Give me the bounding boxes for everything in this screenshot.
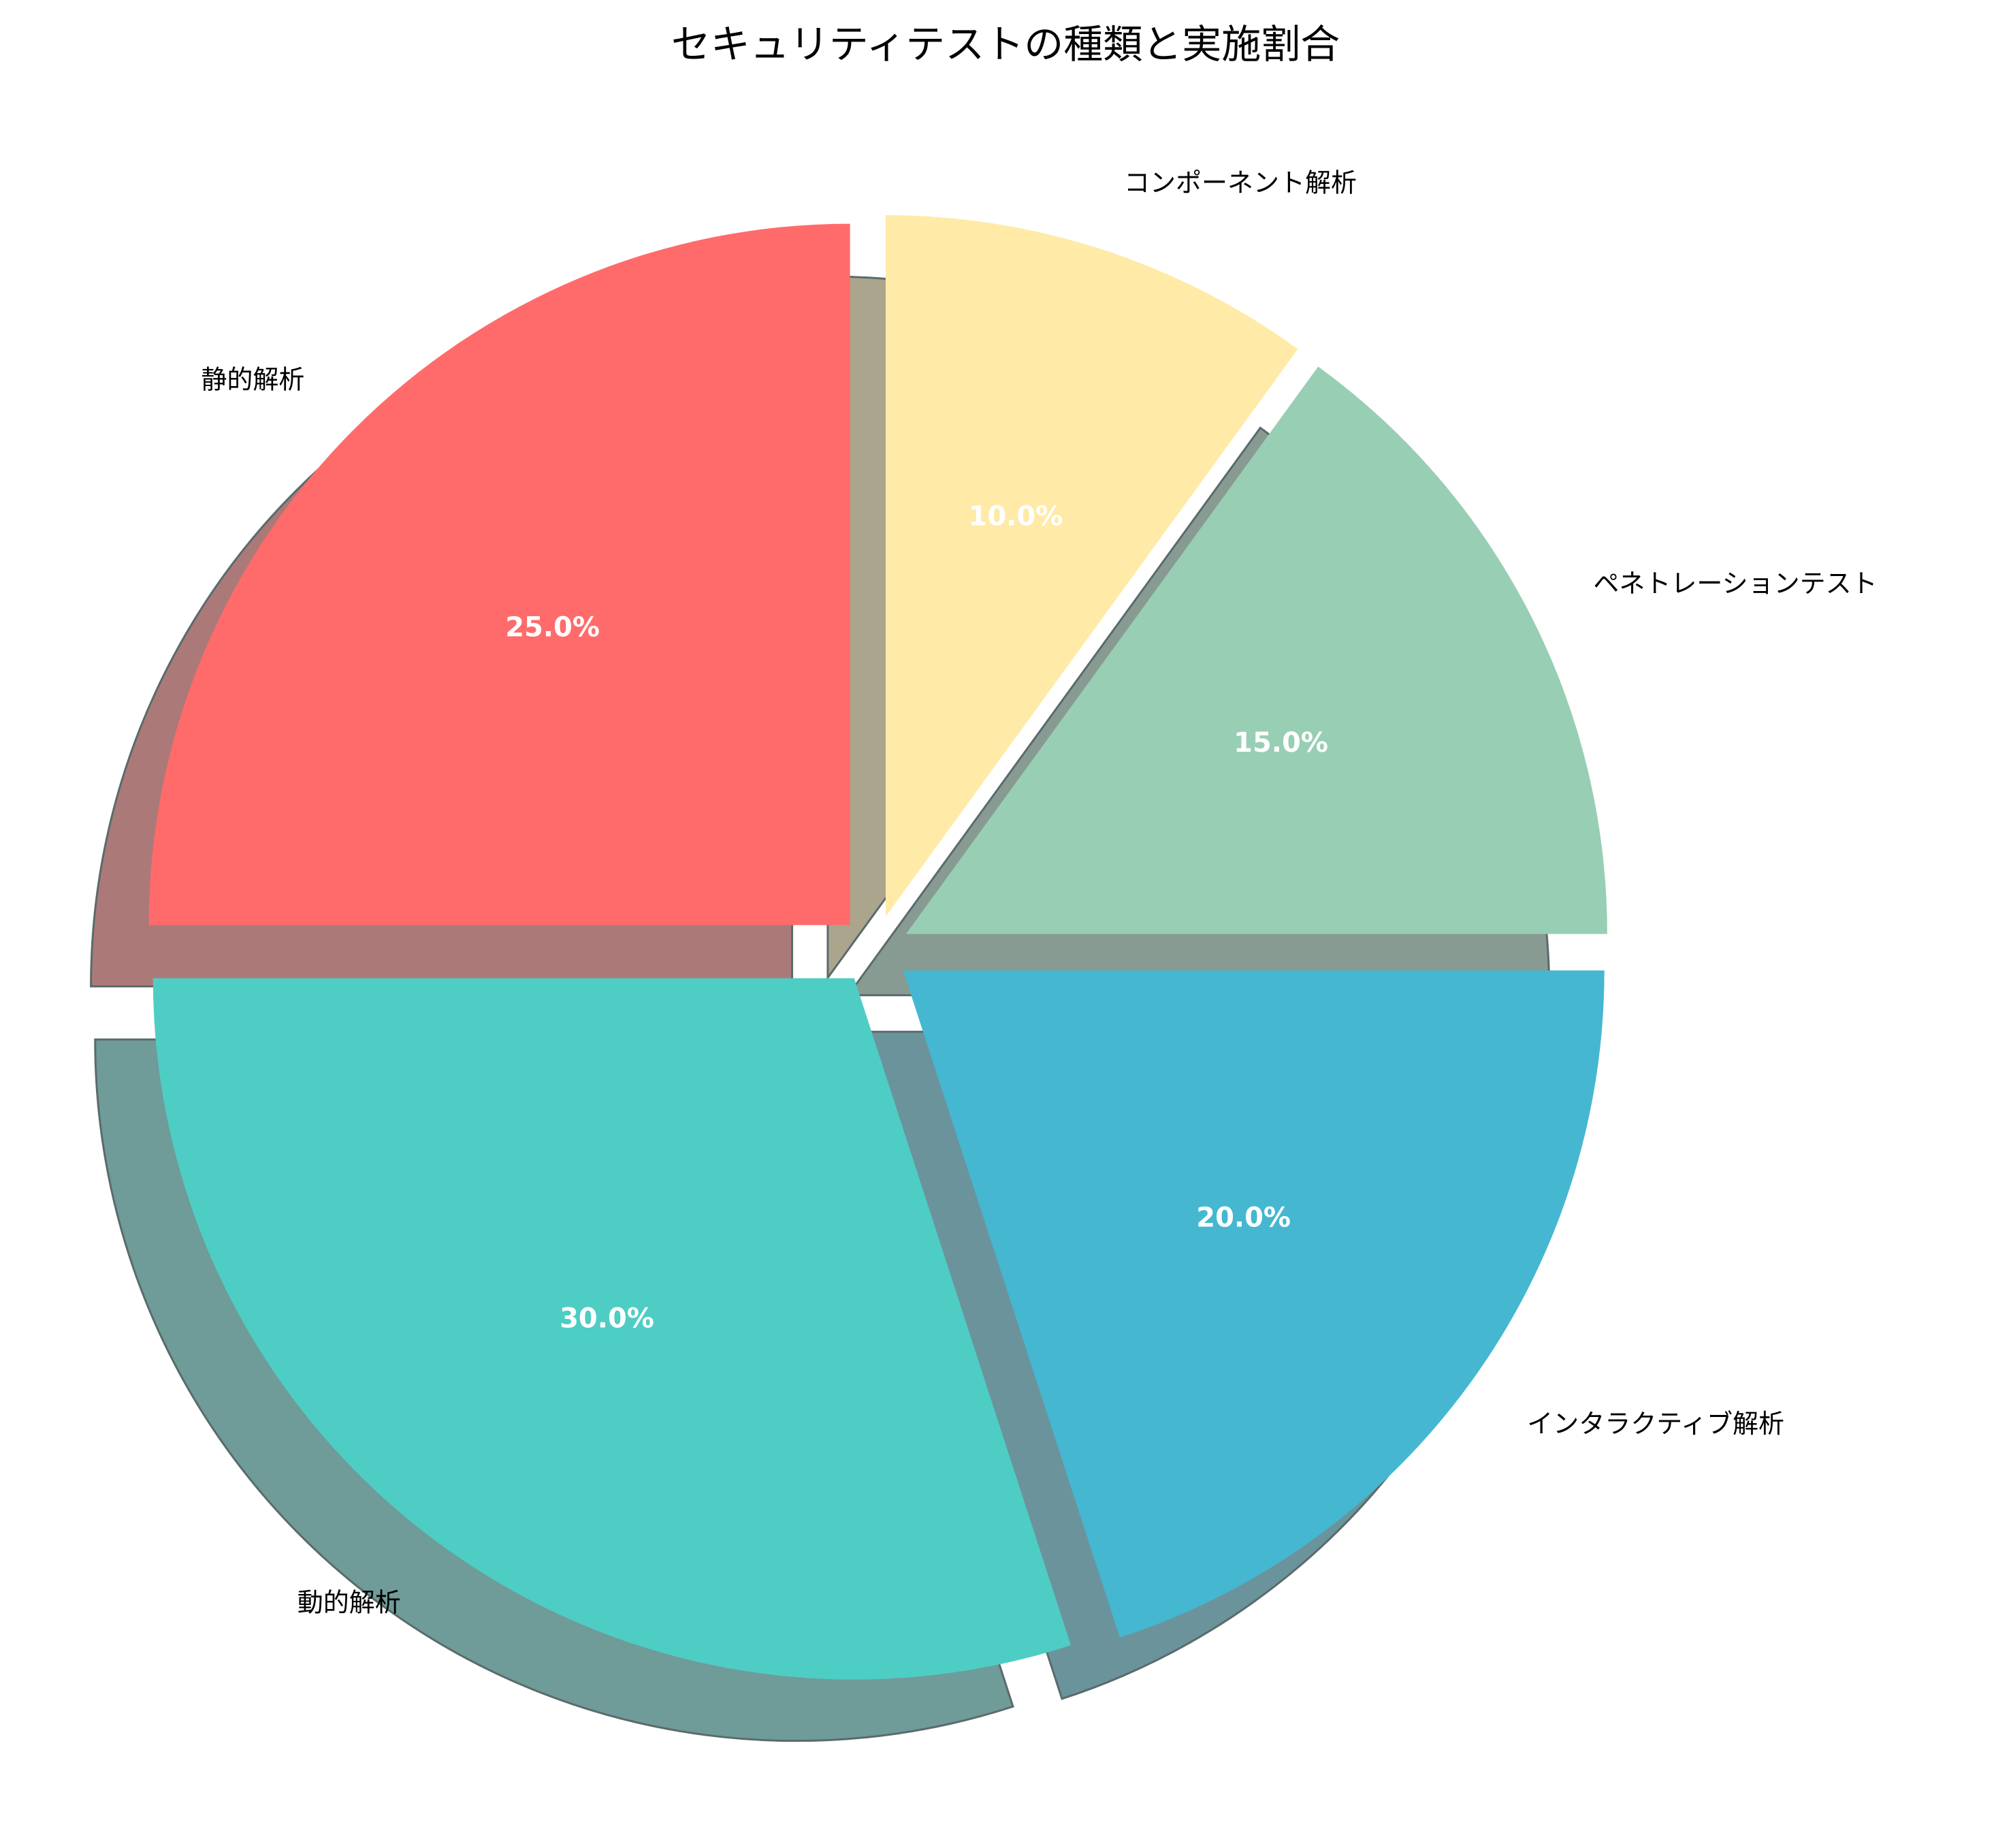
slice-layer [148, 215, 1607, 1680]
slice-2-percent-label: 20.0% [1196, 1202, 1291, 1234]
slice-2-category-label: インタラクティブ解析 [1527, 1409, 1784, 1439]
slice-1-wedge [152, 978, 1072, 1680]
slice-3-percent-label: 15.0% [1234, 727, 1328, 759]
slice-4-percent-label: 10.0% [968, 500, 1063, 532]
slice-3-category-label: ペネトレーションテスト [1593, 569, 1877, 599]
slice-0-percent-label: 25.0% [505, 612, 600, 643]
slice-0-category-label: 静的解析 [201, 364, 304, 394]
slice-1-percent-label: 30.0% [560, 1303, 654, 1335]
slice-2-wedge [903, 970, 1605, 1638]
slice-4-category-label: コンポーネント解析 [1124, 168, 1357, 197]
chart-title: セキュリティテストの種類と実施割合 [671, 21, 1340, 67]
slice-4-wedge [885, 215, 1298, 917]
slice-3-wedge [905, 366, 1607, 934]
label-layer: 25.0% 静的解析 30.0% 動的解析 20.0% インタラクティブ解析 15.0% ペネ… [201, 168, 1877, 1617]
slice-1-category-label: 動的解析 [297, 1587, 401, 1617]
slice-0-wedge [148, 223, 850, 925]
